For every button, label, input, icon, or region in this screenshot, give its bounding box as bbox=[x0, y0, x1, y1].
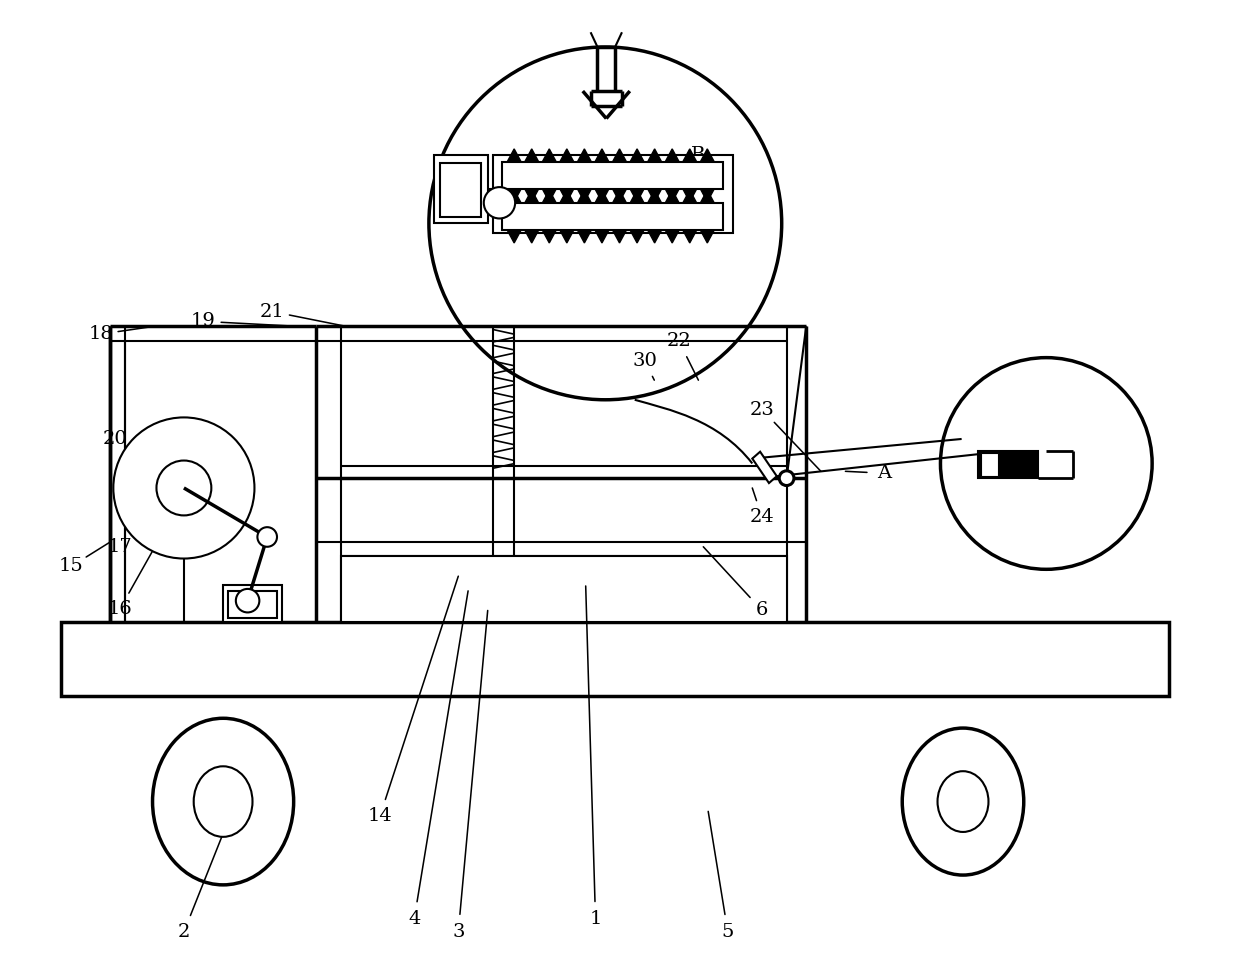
Polygon shape bbox=[630, 149, 644, 162]
Circle shape bbox=[429, 47, 781, 400]
Polygon shape bbox=[630, 190, 644, 202]
Text: 24: 24 bbox=[750, 508, 775, 526]
Polygon shape bbox=[613, 149, 626, 162]
Polygon shape bbox=[647, 149, 661, 162]
Polygon shape bbox=[542, 189, 556, 201]
Circle shape bbox=[236, 589, 259, 612]
Polygon shape bbox=[666, 149, 680, 162]
Polygon shape bbox=[525, 231, 538, 243]
Text: 17: 17 bbox=[108, 538, 133, 556]
Ellipse shape bbox=[193, 767, 253, 837]
Polygon shape bbox=[595, 190, 609, 202]
Text: 14: 14 bbox=[367, 808, 392, 825]
Polygon shape bbox=[613, 190, 626, 202]
Polygon shape bbox=[683, 231, 697, 243]
Circle shape bbox=[113, 417, 254, 559]
Bar bbox=[228, 591, 277, 618]
Bar bbox=[440, 162, 481, 217]
Polygon shape bbox=[525, 149, 538, 162]
Polygon shape bbox=[701, 189, 714, 201]
Circle shape bbox=[940, 358, 1152, 569]
Ellipse shape bbox=[903, 728, 1024, 875]
Polygon shape bbox=[701, 190, 714, 202]
Circle shape bbox=[258, 527, 277, 547]
Text: 23: 23 bbox=[750, 401, 775, 418]
Text: 18: 18 bbox=[88, 325, 113, 343]
Circle shape bbox=[156, 460, 211, 516]
Polygon shape bbox=[560, 231, 574, 243]
Polygon shape bbox=[595, 189, 609, 201]
Polygon shape bbox=[666, 190, 680, 202]
Text: 6: 6 bbox=[756, 601, 769, 620]
Bar bbox=[62, 622, 1169, 696]
Text: 22: 22 bbox=[666, 332, 691, 350]
Circle shape bbox=[484, 187, 515, 219]
Text: 16: 16 bbox=[108, 599, 133, 618]
Polygon shape bbox=[560, 149, 574, 162]
Polygon shape bbox=[560, 190, 574, 202]
Text: 30: 30 bbox=[632, 351, 657, 370]
Polygon shape bbox=[647, 231, 661, 243]
Text: B: B bbox=[691, 146, 706, 163]
Polygon shape bbox=[683, 190, 697, 202]
Polygon shape bbox=[560, 189, 574, 201]
Ellipse shape bbox=[937, 772, 988, 832]
Polygon shape bbox=[683, 149, 697, 162]
Text: 5: 5 bbox=[722, 923, 734, 941]
Text: 4: 4 bbox=[408, 910, 420, 928]
Polygon shape bbox=[507, 149, 521, 162]
Polygon shape bbox=[525, 189, 538, 201]
Bar bbox=[977, 450, 1038, 478]
Polygon shape bbox=[613, 231, 626, 243]
Circle shape bbox=[780, 471, 794, 485]
Bar bbox=[223, 585, 281, 622]
Bar bbox=[981, 452, 998, 476]
Ellipse shape bbox=[153, 718, 294, 884]
Polygon shape bbox=[595, 149, 609, 162]
Bar bbox=[434, 155, 487, 224]
Text: 20: 20 bbox=[103, 430, 128, 448]
Polygon shape bbox=[578, 149, 591, 162]
Polygon shape bbox=[542, 231, 556, 243]
Polygon shape bbox=[542, 190, 556, 202]
Polygon shape bbox=[701, 231, 714, 243]
Text: 21: 21 bbox=[259, 303, 284, 320]
Polygon shape bbox=[630, 231, 644, 243]
Bar bbox=[502, 202, 723, 231]
Polygon shape bbox=[630, 189, 644, 201]
Text: 19: 19 bbox=[191, 312, 216, 331]
Polygon shape bbox=[507, 189, 521, 201]
Polygon shape bbox=[647, 190, 661, 202]
Polygon shape bbox=[647, 189, 661, 201]
Polygon shape bbox=[683, 189, 697, 201]
Text: 15: 15 bbox=[58, 558, 83, 575]
Polygon shape bbox=[666, 231, 680, 243]
Text: 2: 2 bbox=[177, 923, 190, 941]
Bar bbox=[341, 556, 786, 622]
Polygon shape bbox=[542, 149, 556, 162]
Text: 1: 1 bbox=[589, 910, 601, 928]
Polygon shape bbox=[595, 231, 609, 243]
Polygon shape bbox=[507, 231, 521, 243]
Text: 3: 3 bbox=[453, 923, 465, 941]
Polygon shape bbox=[507, 190, 521, 202]
Polygon shape bbox=[525, 190, 538, 202]
Bar bbox=[502, 162, 723, 189]
Circle shape bbox=[779, 470, 795, 486]
Bar bbox=[492, 155, 733, 234]
Polygon shape bbox=[753, 451, 776, 483]
Polygon shape bbox=[666, 189, 680, 201]
Text: A: A bbox=[878, 464, 892, 483]
Polygon shape bbox=[613, 189, 626, 201]
Polygon shape bbox=[701, 149, 714, 162]
Polygon shape bbox=[578, 231, 591, 243]
Polygon shape bbox=[578, 189, 591, 201]
Polygon shape bbox=[578, 190, 591, 202]
